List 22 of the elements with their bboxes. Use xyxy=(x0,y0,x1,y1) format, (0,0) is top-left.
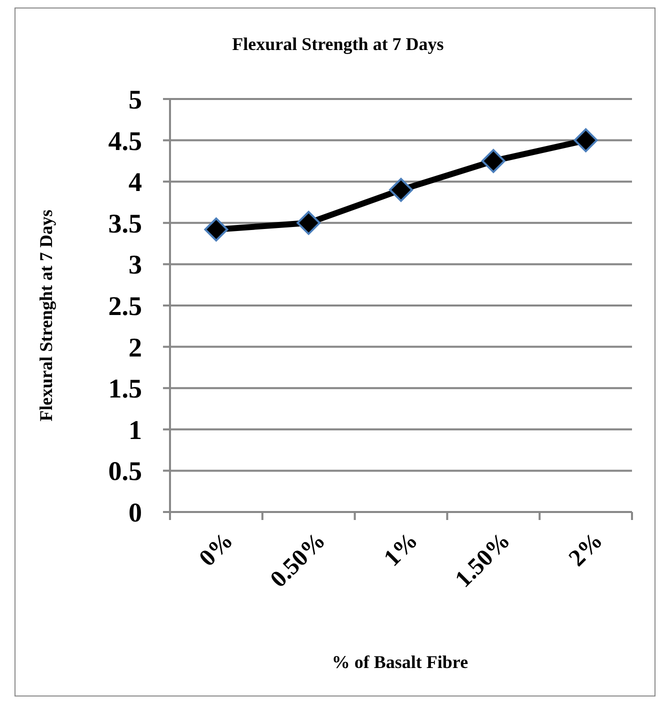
x-tick-label: 2% xyxy=(564,528,608,572)
point xyxy=(296,210,321,235)
y-tick-label: 0 xyxy=(128,497,142,528)
y-tick-label: 0.5 xyxy=(108,456,142,486)
y-tick-label: 2.5 xyxy=(108,290,142,321)
y-tick-label: 1.5 xyxy=(108,374,142,404)
y-tick-label: 5 xyxy=(128,84,142,114)
y-tick-label: 4 xyxy=(128,167,142,198)
x-axis-title: % of Basalt Fibre xyxy=(332,652,468,672)
point xyxy=(389,178,413,202)
y-tick-label: 1 xyxy=(128,414,142,445)
y-tick-label: 2 xyxy=(128,332,142,362)
x-tick-label: 1% xyxy=(379,528,424,572)
y-tick-label: 3.5 xyxy=(108,208,142,238)
y-axis-title: Flexural Strenght at 7 Days xyxy=(36,210,56,422)
x-tick-label: 0% xyxy=(194,528,238,572)
y-tick-label: 4.5 xyxy=(108,126,142,156)
y-tick-label: 3 xyxy=(128,250,142,280)
point xyxy=(204,218,228,242)
point xyxy=(574,128,598,152)
chart-title: Flexural Strength at 7 Days xyxy=(232,34,444,54)
point xyxy=(481,148,506,173)
